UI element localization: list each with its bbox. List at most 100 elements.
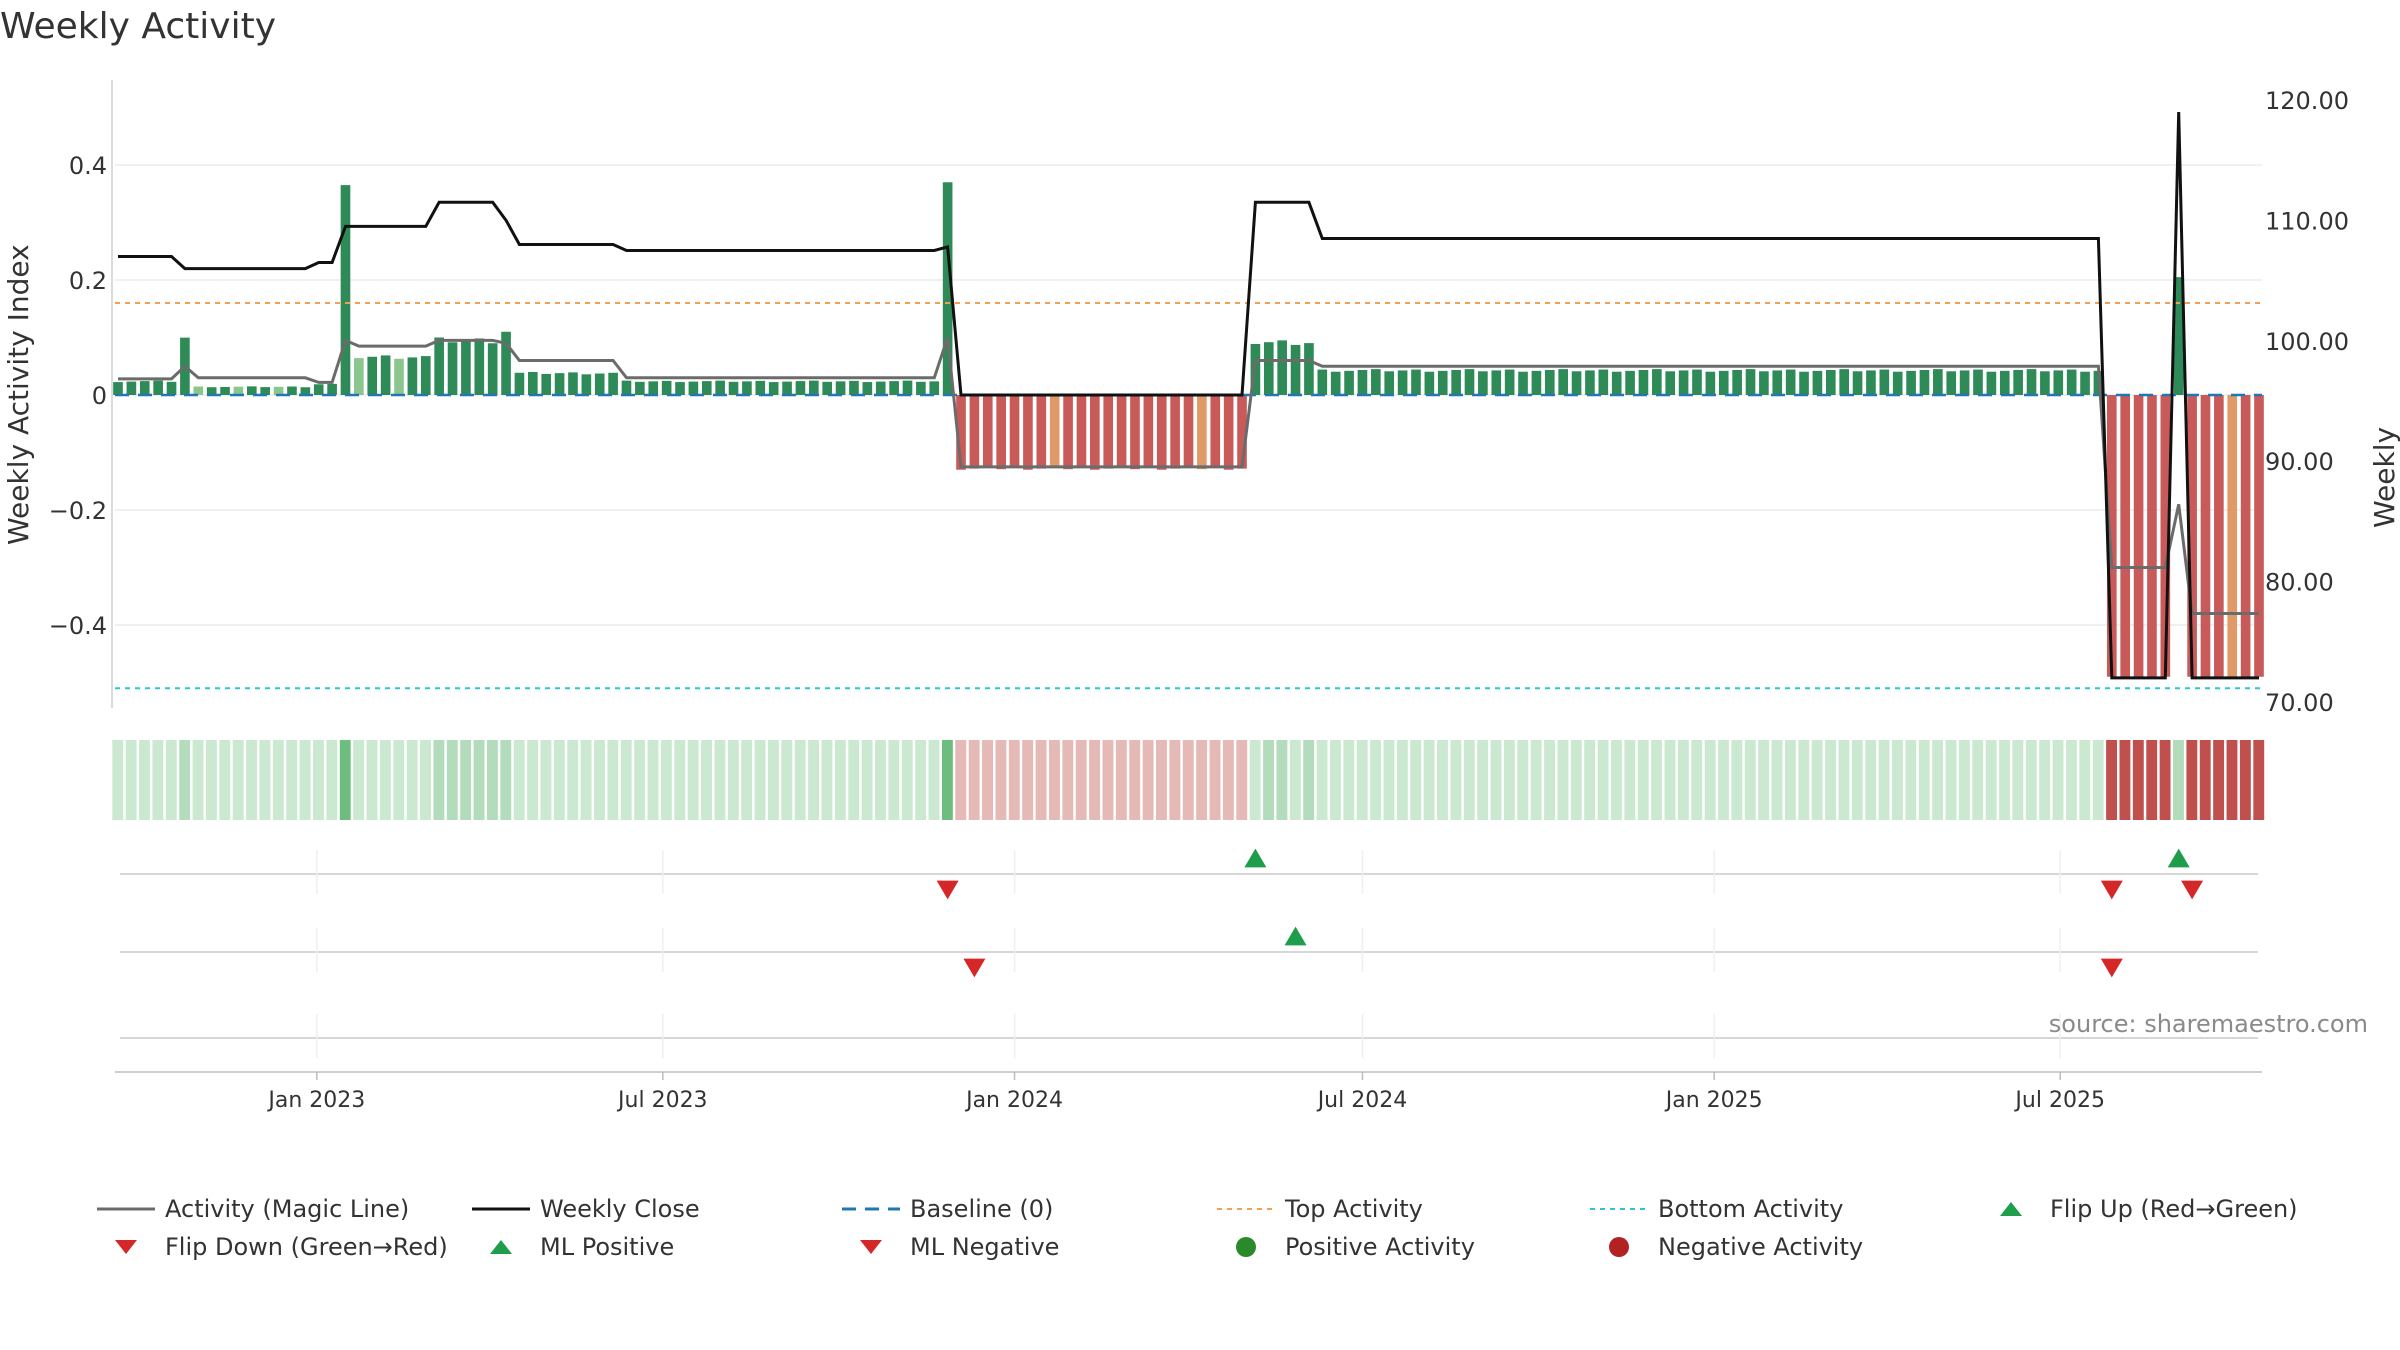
negative-activity-bar — [1103, 395, 1114, 469]
negative-activity-bar — [1090, 395, 1100, 470]
heat-cell — [1945, 740, 1957, 820]
heat-cell — [1503, 740, 1515, 820]
heat-cell — [553, 740, 565, 820]
event-marker-rows — [120, 848, 2258, 1058]
positive-activity-bar — [1973, 369, 1983, 395]
positive-activity-bar — [2080, 371, 2090, 395]
positive-activity-bar — [1879, 369, 1890, 395]
positive-activity-bar — [233, 386, 244, 395]
positive-activity-bar — [420, 356, 431, 395]
heat-cell — [834, 740, 846, 820]
positive-activity-bar — [1638, 369, 1649, 395]
negative-activity-bar — [1116, 395, 1127, 468]
positive-activity-bar — [1759, 371, 1769, 395]
positive-activity-bar — [1812, 370, 1823, 395]
positive-activity-bar — [554, 373, 565, 395]
heat-cell — [1624, 740, 1636, 820]
axes: 0.4 0.2 0 −0.2 −0.4 120.00 110.00 100.00 90.00 80… — [49, 80, 2349, 717]
heat-cell — [1263, 740, 1274, 820]
positive-activity-bar — [2040, 371, 2050, 395]
heat-cell — [192, 740, 204, 820]
heat-cell — [299, 740, 311, 820]
heat-cell — [2079, 740, 2091, 820]
legend-item: ML Positive — [470, 1233, 674, 1261]
positive-activity-bar — [1344, 370, 1354, 395]
positive-activity-bar — [1852, 371, 1863, 395]
positive-activity-bar — [1999, 370, 2010, 395]
positive-activity-bar — [193, 386, 204, 395]
heat-cell — [620, 740, 632, 820]
heat-cell — [1985, 740, 1997, 820]
positive-activity-bar — [327, 383, 337, 395]
y-right-tick-label: 100.00 — [2265, 328, 2349, 356]
x-tick-label: Jul 2023 — [616, 1088, 708, 1113]
heat-cell — [2012, 740, 2024, 820]
positive-activity-bar — [1437, 370, 1448, 395]
legend-label: Flip Up (Red→Green) — [2050, 1195, 2298, 1223]
activity-heat-strip — [112, 740, 2265, 820]
positive-activity-bar — [742, 381, 752, 395]
heat-cell — [179, 740, 191, 820]
x-tick-label: Jan 2024 — [964, 1088, 1063, 1113]
heat-cell — [165, 740, 177, 820]
heat-cell — [594, 740, 605, 820]
positive-activity-bar — [1986, 371, 1997, 395]
heat-cell — [1677, 740, 1689, 820]
heat-cell — [1276, 740, 1288, 820]
positive-activity-bar — [701, 381, 712, 395]
negative-activity-bar — [1197, 395, 1207, 470]
heat-cell — [875, 740, 886, 820]
heat-cell — [1865, 740, 1877, 820]
negative-activity-bar — [1183, 395, 1194, 468]
negative-activity-bar — [1063, 395, 1073, 470]
heat-cell — [1838, 740, 1850, 820]
heat-cell — [968, 740, 980, 820]
heat-cell — [1905, 740, 1917, 820]
heat-cell — [2226, 740, 2238, 820]
positive-activity-bar — [728, 381, 739, 395]
positive-activity-bar — [394, 358, 404, 395]
heat-cell — [527, 740, 539, 820]
negative-activity-bar — [2227, 395, 2238, 677]
positive-activity-bar — [1464, 369, 1475, 395]
y-right-tick-label: 120.00 — [2265, 87, 2349, 115]
positive-activity-bar — [929, 381, 940, 395]
positive-activity-bar — [1933, 369, 1943, 395]
positive-activity-bar — [621, 380, 632, 395]
heat-cell — [1450, 740, 1462, 820]
positive-activity-bar — [608, 372, 618, 395]
heat-cell — [139, 740, 150, 820]
flip-down-marker — [936, 880, 959, 900]
heat-cell — [1410, 740, 1422, 820]
heat-cell — [259, 740, 271, 820]
green-circle-icon — [1215, 1235, 1277, 1259]
heat-cell — [1892, 740, 1903, 820]
heat-cell — [1236, 740, 1248, 820]
heat-cell — [1851, 740, 1863, 820]
positive-activity-bar — [768, 382, 779, 395]
y-tick-label: 0 — [92, 382, 107, 410]
heat-cell — [1383, 740, 1395, 820]
heat-cell — [848, 740, 860, 820]
heat-cell — [1075, 740, 1087, 820]
heat-cell — [460, 740, 472, 820]
y-tick-label: −0.2 — [49, 497, 107, 525]
heat-cell — [754, 740, 766, 820]
heat-cell — [1570, 740, 1582, 820]
heat-cell — [567, 740, 579, 820]
heat-cell — [660, 740, 672, 820]
heat-cell — [1758, 740, 1770, 820]
positive-activity-bar — [1946, 371, 1957, 395]
negative-activity-bar — [2160, 395, 2171, 677]
heat-cell — [1222, 740, 1234, 820]
heat-cell — [1999, 740, 2010, 820]
heat-cell — [1437, 740, 1448, 820]
heat-cell — [607, 740, 619, 820]
heat-cell — [901, 740, 913, 820]
positive-activity-bar — [139, 381, 150, 395]
heat-cell — [393, 740, 405, 820]
positive-activity-bar — [246, 386, 257, 395]
positive-activity-bar — [541, 373, 552, 395]
positive-activity-bar — [1330, 371, 1341, 395]
